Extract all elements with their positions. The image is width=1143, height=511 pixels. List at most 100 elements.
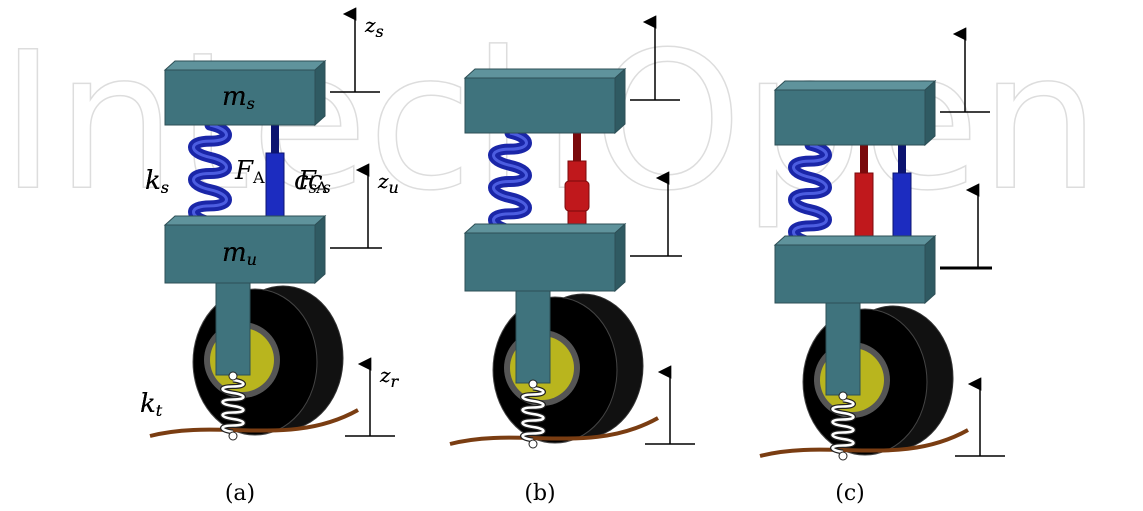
subscript: s <box>309 178 317 197</box>
subscript: r <box>391 372 400 391</box>
block-top <box>163 60 327 71</box>
joint <box>228 371 238 381</box>
z-road-label: zr <box>379 363 400 391</box>
damper-body <box>892 172 912 243</box>
symbol: z <box>377 169 389 193</box>
subscript: t <box>156 401 163 420</box>
panel: (a) <box>149 7 395 506</box>
subscript: u <box>247 250 257 269</box>
block-side <box>924 79 936 147</box>
symbol: m <box>222 82 247 112</box>
panel: (b) <box>449 15 695 506</box>
symbol: m <box>222 82 247 112</box>
joint <box>228 431 238 441</box>
tire-spring <box>221 378 245 434</box>
z-unsprung-label: zu <box>377 169 399 197</box>
subscript: t <box>156 401 163 420</box>
z-road-label: zr <box>379 363 400 391</box>
symbol: k <box>140 389 156 419</box>
tire-spring <box>521 386 545 442</box>
z-sprung-label: zs <box>364 13 384 41</box>
block-front <box>164 69 316 126</box>
spring-hl <box>792 143 828 244</box>
symbol: z <box>377 169 389 193</box>
subscript: s <box>247 94 255 113</box>
symbol: m <box>222 238 247 268</box>
unsprung-mass-label: mu <box>222 238 257 269</box>
subscript: u <box>389 178 399 197</box>
symbol: z <box>364 13 376 37</box>
joint <box>838 451 848 461</box>
block-side <box>614 67 626 135</box>
unsprung-mass-label: mu <box>222 238 257 269</box>
spring-label: ks <box>145 166 169 197</box>
block-side <box>314 214 326 285</box>
actuator-label: FA <box>297 166 328 197</box>
joint <box>528 379 538 389</box>
sprung-mass-label: ms <box>222 82 255 113</box>
caption: (a) <box>225 481 255 506</box>
subscript: s <box>376 22 384 41</box>
tire-spring-label: kt <box>140 389 163 420</box>
block-top <box>773 235 937 246</box>
symbol: z <box>364 13 376 37</box>
subscript: u <box>389 178 399 197</box>
stem <box>215 279 251 376</box>
subscript: u <box>389 178 399 197</box>
subscript: s <box>376 22 384 41</box>
subscript: r <box>391 372 400 391</box>
subscript: A <box>252 168 265 187</box>
subscript: s <box>247 94 255 113</box>
block-top <box>463 223 627 234</box>
symbol: F <box>234 156 254 186</box>
stem <box>515 287 551 384</box>
block-front <box>464 77 616 134</box>
spring-label: ks <box>145 166 169 197</box>
road <box>759 428 969 458</box>
block-front <box>164 224 316 284</box>
spring-hl <box>192 123 228 224</box>
panel: (c) <box>759 27 1005 506</box>
sprung-mass-label: ms <box>222 82 255 113</box>
subscript: s <box>161 178 169 197</box>
joint <box>838 391 848 401</box>
sprung-mass-label: ms <box>222 82 255 113</box>
block-side <box>924 234 936 305</box>
subscript: s <box>161 178 169 197</box>
symbol: m <box>222 82 247 112</box>
actuator-body <box>854 172 874 243</box>
symbol: z <box>364 13 376 37</box>
block-top <box>163 215 327 226</box>
symbol: m <box>222 238 247 268</box>
damper-label: cs <box>294 166 317 197</box>
symbol: k <box>145 166 161 196</box>
block-front <box>774 244 926 304</box>
actuator-piston <box>564 180 590 212</box>
symbol: z <box>379 363 391 387</box>
block-top <box>773 80 937 91</box>
block-front <box>774 89 926 146</box>
spring-label: ks <box>145 166 169 197</box>
z-road-label: zr <box>379 363 400 391</box>
z-sprung-label: zs <box>364 13 384 41</box>
subscript: s <box>247 94 255 113</box>
subscript: u <box>247 250 257 269</box>
block-side <box>314 59 326 127</box>
caption: (b) <box>524 481 555 506</box>
block-front <box>464 232 616 292</box>
symbol: z <box>379 363 391 387</box>
joint <box>528 439 538 449</box>
tire-spring <box>831 398 855 454</box>
symbol: m <box>222 238 247 268</box>
tire-spring-label: kt <box>140 389 163 420</box>
damper-label: cs <box>308 166 331 197</box>
subscript: A <box>315 178 328 197</box>
subscript: s <box>376 22 384 41</box>
road <box>149 408 359 438</box>
symbol: k <box>145 166 161 196</box>
subscript: s <box>323 178 331 197</box>
subscript: u <box>247 250 257 269</box>
symbol: F <box>297 166 317 196</box>
symbol: z <box>379 363 391 387</box>
